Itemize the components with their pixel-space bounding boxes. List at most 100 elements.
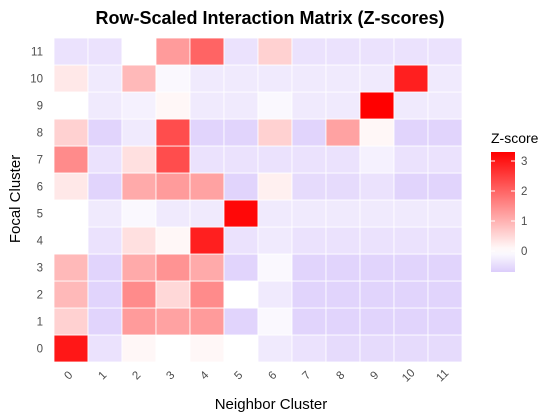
heatmap-cell	[291, 64, 327, 93]
y-tick-labels: 0 1 2 3 4 5 6 7 8 9 10 11	[30, 47, 43, 356]
y-tick-label: 9	[37, 101, 43, 113]
heatmap-cell	[325, 172, 361, 201]
heatmap-cell	[87, 253, 123, 282]
heatmap-cell	[155, 91, 191, 120]
heatmap-cell	[223, 64, 259, 93]
heatmap-cell	[291, 37, 327, 66]
heatmap-cell	[291, 91, 327, 120]
y-tick-label: 10	[30, 74, 43, 86]
y-tick-label: 7	[37, 155, 43, 167]
y-tick-label: 8	[37, 128, 43, 140]
heatmap-cell	[189, 280, 225, 309]
heatmap-cell	[291, 280, 327, 309]
heatmap-cell	[53, 199, 89, 228]
heatmap-cell	[189, 199, 225, 228]
heatmap-cell	[53, 253, 89, 282]
heatmap-cell	[87, 172, 123, 201]
heatmap-cell	[325, 226, 361, 255]
heatmap-cell	[257, 226, 293, 255]
heatmap-cell	[155, 334, 191, 363]
color-legend: Z-score 0 1 2 3	[491, 130, 539, 272]
heatmap-cell	[87, 37, 123, 66]
heatmap-cell	[325, 118, 361, 147]
heatmap-cell	[359, 226, 395, 255]
heatmap-cell	[121, 118, 157, 147]
legend-colorbar	[491, 152, 515, 272]
heatmap-cell	[87, 307, 123, 336]
heatmap-cell	[87, 226, 123, 255]
heatmap-cell	[325, 307, 361, 336]
heatmap-cell	[359, 199, 395, 228]
heatmap-cell	[325, 91, 361, 120]
heatmap-cell	[393, 172, 429, 201]
heatmap-cell	[393, 37, 429, 66]
heatmap-cell	[427, 199, 463, 228]
heatmap-cell	[325, 280, 361, 309]
heatmap-cell	[291, 118, 327, 147]
heatmap-cell	[121, 334, 157, 363]
y-tick-label: 1	[37, 317, 43, 329]
heatmap-cell	[189, 37, 225, 66]
heatmap-cell	[121, 172, 157, 201]
y-tick-label: 11	[31, 47, 43, 59]
heatmap-cell	[189, 145, 225, 174]
heatmap-cell	[325, 334, 361, 363]
heatmap-cell	[325, 64, 361, 93]
heatmap-cell	[189, 334, 225, 363]
heatmap-cell	[121, 280, 157, 309]
heatmap-cell	[189, 91, 225, 120]
heatmap-cell	[393, 307, 429, 336]
heatmap-cell	[155, 118, 191, 147]
heatmap-cell	[53, 64, 89, 93]
legend-tick-label: 2	[521, 186, 527, 198]
heatmap-cell	[291, 253, 327, 282]
heatmap-cell	[223, 307, 259, 336]
heatmap-cell	[291, 226, 327, 255]
heatmap-cell	[427, 118, 463, 147]
heatmap-cell	[393, 118, 429, 147]
heatmap-cell	[223, 118, 259, 147]
heatmap-cell	[257, 91, 293, 120]
heatmap-cell	[53, 280, 89, 309]
heatmap-cell	[291, 172, 327, 201]
chart-title: Row-Scaled Interaction Matrix (Z-scores)	[95, 8, 444, 28]
heatmap-cell	[223, 226, 259, 255]
legend-tick-label: 0	[521, 246, 527, 258]
heatmap-cell	[121, 307, 157, 336]
heatmap-cell	[257, 37, 293, 66]
heatmap-cell	[393, 199, 429, 228]
heatmap-cell	[155, 199, 191, 228]
heatmap-cell	[87, 280, 123, 309]
heatmap-cell	[223, 199, 259, 228]
heatmap-cell	[189, 253, 225, 282]
heatmap-cell	[223, 172, 259, 201]
heatmap-cell	[291, 334, 327, 363]
heatmap-cell	[427, 91, 463, 120]
heatmap-cells	[53, 37, 463, 363]
heatmap-cell	[223, 334, 259, 363]
heatmap-cell	[393, 64, 429, 93]
heatmap-cell	[189, 172, 225, 201]
heatmap-cell	[393, 334, 429, 363]
heatmap-cell	[121, 253, 157, 282]
heatmap-cell	[189, 226, 225, 255]
legend-title: Z-score	[491, 130, 539, 146]
heatmap-cell	[393, 145, 429, 174]
heatmap-cell	[53, 334, 89, 363]
heatmap-cell	[427, 172, 463, 201]
heatmap-cell	[325, 145, 361, 174]
heatmap-cell	[155, 307, 191, 336]
heatmap-cell	[393, 226, 429, 255]
heatmap-cell	[53, 37, 89, 66]
heatmap-cell	[427, 37, 463, 66]
heatmap-cell	[155, 280, 191, 309]
heatmap-cell	[121, 226, 157, 255]
heatmap-cell	[291, 307, 327, 336]
legend-tick-label: 3	[521, 156, 527, 168]
heatmap-cell	[393, 280, 429, 309]
y-tick-label: 6	[37, 182, 43, 194]
heatmap-cell	[53, 172, 89, 201]
legend-ticks: 0 1 2 3	[491, 156, 527, 258]
heatmap-cell	[87, 334, 123, 363]
